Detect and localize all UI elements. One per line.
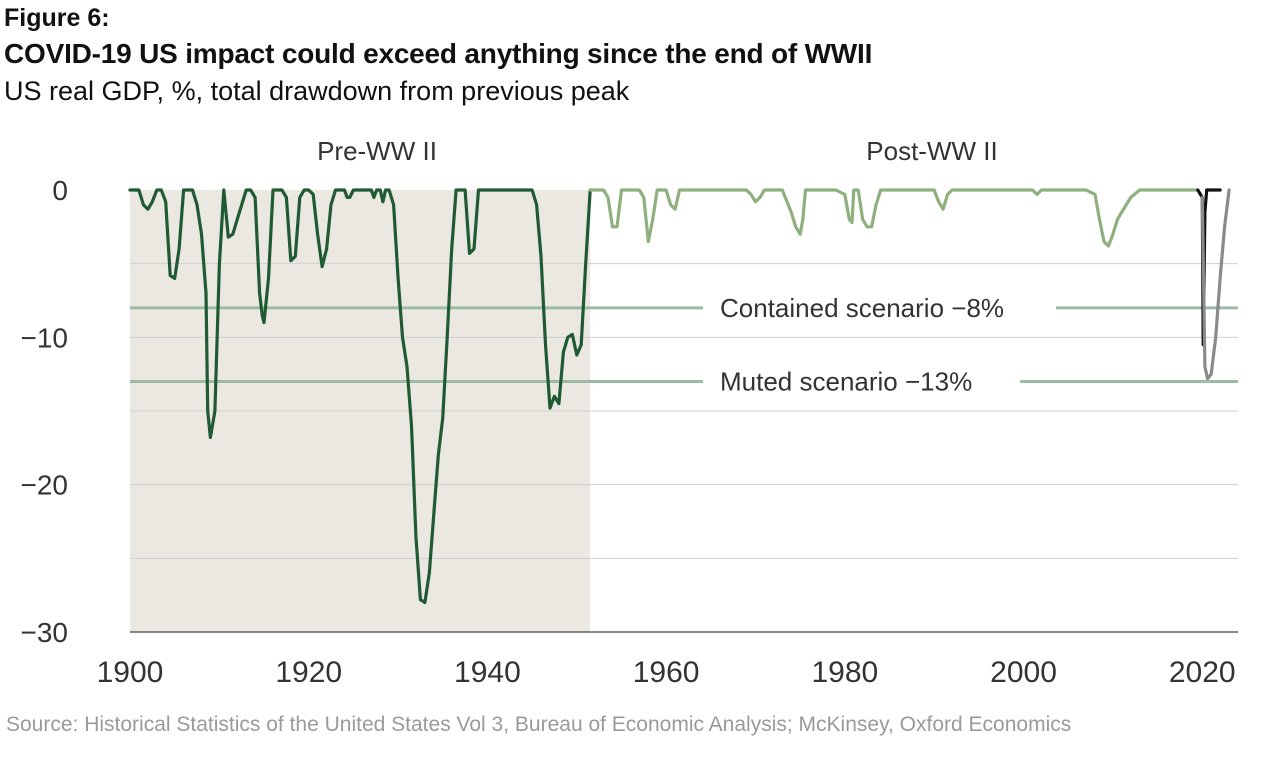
x-tick-label: 1960 xyxy=(633,656,700,689)
y-tick-label: −10 xyxy=(21,322,69,353)
x-tick-label: 1940 xyxy=(454,656,521,689)
y-tick-label: −30 xyxy=(21,617,69,648)
y-tick-label: 0 xyxy=(52,175,68,206)
region-labels: Pre-WW II Post-WW II xyxy=(317,136,998,166)
series-line-muted-scenario-path xyxy=(1200,188,1231,381)
scenario-reference-lines: Contained scenario −8% Muted scenario −13… xyxy=(130,293,1238,397)
y-tick-label: −20 xyxy=(21,470,69,501)
axes: 0 −10 −20 −30 1900 1920 1940 1960 1980 2000 2020 xyxy=(21,175,1238,689)
reference-line-label: Muted scenario −13% xyxy=(720,367,972,397)
reference-line-label: Contained scenario −8% xyxy=(720,293,1004,323)
series-line-post-ww2 xyxy=(588,188,1200,248)
source-note: Source: Historical Statistics of the Uni… xyxy=(6,713,1072,736)
figure-label: Figure 6: xyxy=(4,4,110,32)
series-lines xyxy=(128,188,1231,605)
x-tick-label: 1900 xyxy=(97,656,164,689)
x-tick-label: 1920 xyxy=(275,656,342,689)
region-label: Post-WW II xyxy=(866,136,997,166)
chart-title: COVID-19 US impact could exceed anything… xyxy=(4,38,873,69)
x-tick-label: 2000 xyxy=(990,656,1057,689)
x-tick-label: 1980 xyxy=(811,656,878,689)
chart-subtitle: US real GDP, %, total drawdown from prev… xyxy=(4,76,630,106)
drawdown-chart: Contained scenario −8% Muted scenario −13… xyxy=(21,136,1238,689)
series-line-pre-ww2 xyxy=(128,188,592,605)
x-tick-label: 2020 xyxy=(1169,656,1236,689)
region-label: Pre-WW II xyxy=(317,136,437,166)
